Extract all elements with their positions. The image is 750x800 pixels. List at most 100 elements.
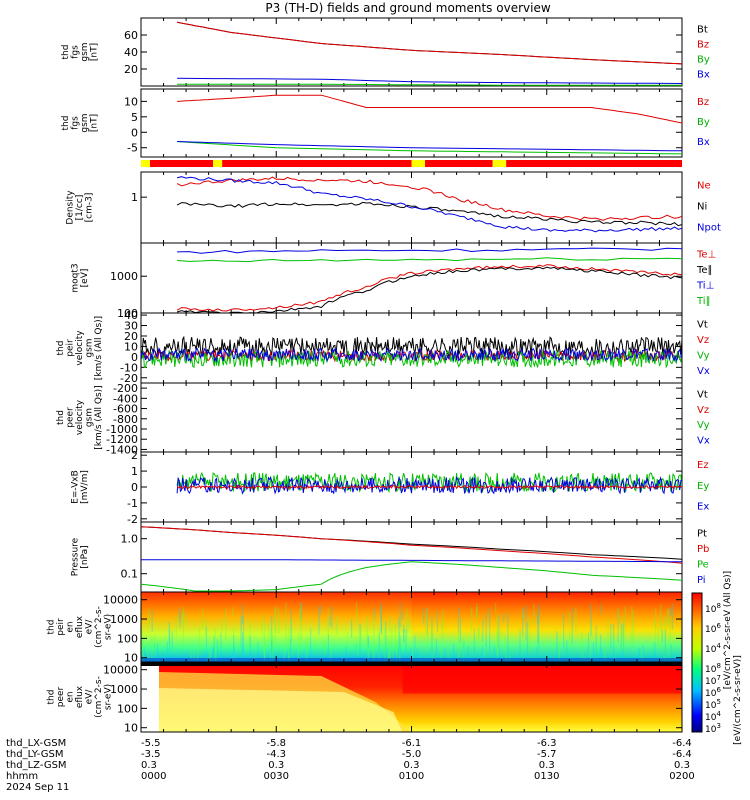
y-label-line: gsm xyxy=(85,408,95,427)
y-tick-label: 40 xyxy=(124,46,138,59)
y-tick-label: -20 xyxy=(120,372,138,385)
y-tick-label: 10 xyxy=(124,652,138,665)
x-tick-label: 0000 xyxy=(141,771,166,782)
y-label-line: gsm xyxy=(80,42,90,61)
y-ticks: 100 1000 xyxy=(110,243,683,320)
y-ticks: 0.1 1.0 xyxy=(121,522,683,592)
y-tick-label: 20 xyxy=(124,330,138,343)
x-tick-label: -6.1 xyxy=(402,738,422,749)
y-tick-label: 0 xyxy=(131,351,138,364)
y-label-line: thd xyxy=(61,45,71,60)
y-label-line: peir xyxy=(66,339,76,357)
legend-entry: Bz xyxy=(697,40,709,51)
legend-entry: Vz xyxy=(697,405,709,416)
series-line-Te⊥ xyxy=(176,264,682,312)
status-segment xyxy=(222,160,412,167)
legend-entry: Ti∥ xyxy=(696,296,711,307)
legend-entry: Vt xyxy=(697,320,708,331)
series-line-Ti⊥ xyxy=(177,247,682,254)
series-line-Ni xyxy=(176,201,682,227)
legend-entry: Pe xyxy=(697,560,709,571)
y-label-line: thd xyxy=(56,410,66,425)
status-segment xyxy=(213,160,223,167)
legend-entry: Vz xyxy=(697,335,709,346)
y-tick-label: 0 xyxy=(131,126,138,139)
series-line-Pb xyxy=(141,526,682,564)
y-ticks: -5 0 5 10 xyxy=(124,89,683,157)
y-label-line: fgs xyxy=(70,116,80,130)
status-segment xyxy=(150,160,214,167)
y-label-line: (cm^2-s- xyxy=(94,676,104,718)
spectrogram-texture xyxy=(141,602,679,662)
y-tick-label: -800 xyxy=(113,413,138,426)
x-date-label: 2024 Sep 11 xyxy=(6,782,69,793)
legend: Ne Ni Npot xyxy=(697,180,721,233)
legend-entry: Te∥ xyxy=(696,265,713,276)
colorbar-tick: 106 xyxy=(705,622,721,635)
series-line-By xyxy=(177,83,682,86)
status-bar xyxy=(141,160,682,167)
status-segment xyxy=(141,160,151,167)
series-line-Ti∥ xyxy=(177,257,682,263)
x-tick-label: -5.7 xyxy=(537,749,557,760)
x-tick-label: 0.3 xyxy=(674,760,690,771)
y-label-line: [cm-3] xyxy=(85,193,95,223)
y-label-line: moqt3 xyxy=(70,263,80,292)
y-label-line: [nPa] xyxy=(80,545,90,568)
colorbar-label-2: [eV/cm^2-s-sr-eV (All Qs)] xyxy=(723,571,733,689)
y-tick-label: 10000 xyxy=(103,664,138,677)
spectrogram-coolest xyxy=(159,688,403,732)
colorbar-tick: 104 xyxy=(705,642,721,655)
panel-frame xyxy=(140,382,683,453)
legend-entry: Pb xyxy=(697,544,709,555)
x-row-label: thd_LY-GSM xyxy=(6,749,63,760)
x-row-label: thd_LZ-GSM xyxy=(6,760,67,771)
y-label-line: (cm^2-s- xyxy=(94,606,104,648)
legend-entry: Ne xyxy=(697,180,711,191)
y-axis-label: thd peir velocity gsm [km/s (All Qs)] xyxy=(56,316,104,380)
y-tick-label: 60 xyxy=(124,29,138,42)
legend-entry: Pi xyxy=(697,575,706,586)
legend-entry: Vy xyxy=(697,420,710,431)
x-tick-label: -5.0 xyxy=(402,749,422,760)
y-tick-label: 1 xyxy=(131,465,138,478)
y-tick-label: 0 xyxy=(131,481,138,494)
y-tick-label: -1200 xyxy=(106,433,138,446)
legend: Vt Vz Vy Vx xyxy=(697,390,710,447)
series-line-Ex xyxy=(176,475,682,495)
y-label-line: velocity xyxy=(75,399,85,435)
panel-efield: -2 -1 0 1 2 E=-VxB [mV/m] Ez Ey Ex xyxy=(70,449,709,526)
x-tick-label: 0100 xyxy=(399,771,424,782)
y-tick-label: 0.1 xyxy=(121,568,139,581)
y-tick-label: 100 xyxy=(117,632,138,645)
y-ticks: -1400-1200-1000-800-600-400-200 xyxy=(106,382,683,456)
legend-entry: Ez xyxy=(697,460,709,471)
panel-temperature: 100 1000 moqt3 [eV] Te⊥ Te∥ Ti⊥ Ti∥ xyxy=(70,242,716,320)
colorbar-strip xyxy=(691,592,703,733)
y-tick-label: 1 xyxy=(131,191,138,204)
y-tick-label: 5 xyxy=(131,111,138,124)
y-label-line: E=-VxB xyxy=(70,470,80,504)
y-label-line: [km/s (All Qs)] xyxy=(94,385,104,449)
y-tick-label: -10 xyxy=(120,361,138,374)
y-tick-label: -400 xyxy=(113,392,138,405)
y-tick-label: -1000 xyxy=(106,423,138,436)
y-tick-label: 100 xyxy=(117,702,138,715)
legend-entry: Npot xyxy=(697,222,721,233)
legend: Bt Bz By Bx xyxy=(697,25,710,81)
colorbar-label: [eV/(cm^2-s-sr-eV)] xyxy=(733,655,743,745)
legend-entry: Bx xyxy=(697,70,710,81)
y-tick-label: -600 xyxy=(113,403,138,416)
y-label-line: velocity xyxy=(75,330,85,366)
y-label-line: thd xyxy=(47,620,57,635)
y-label-line: peir xyxy=(56,618,66,636)
y-label-line: [mV/m] xyxy=(80,470,90,504)
x-tick-label: 0.3 xyxy=(404,760,420,771)
y-axis-label: E=-VxB [mV/m] xyxy=(70,470,90,504)
x-row-label: thd_LX-GSM xyxy=(6,738,66,749)
panel-pressure: 0.1 1.0 Pressure [nPa] Pt Pb Pe Pi xyxy=(70,521,709,593)
legend-entry: Vx xyxy=(697,366,710,377)
legend-entry: By xyxy=(697,55,710,66)
